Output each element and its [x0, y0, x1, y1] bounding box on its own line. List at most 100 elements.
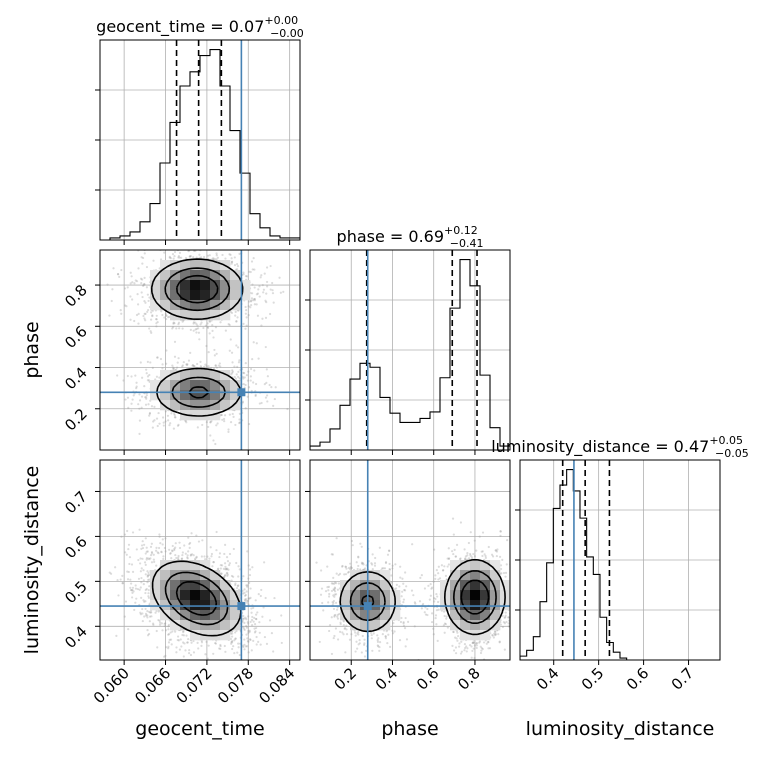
scatter-point: [152, 558, 155, 561]
scatter-point: [173, 340, 177, 343]
scatter-point: [270, 386, 273, 389]
density-cell: [150, 590, 161, 601]
scatter-point: [189, 554, 192, 557]
scatter-point: [186, 247, 188, 249]
scatter-point: [217, 567, 220, 570]
scatter-point: [248, 422, 251, 426]
scatter-point: [272, 650, 275, 653]
scatter-point: [218, 555, 221, 559]
scatter-point: [463, 548, 466, 551]
scatter-point: [150, 561, 154, 564]
scatter-point: [149, 557, 152, 560]
scatter-point: [164, 654, 167, 658]
scatter-point: [141, 557, 144, 560]
scatter-point: [258, 402, 261, 405]
scatter-point: [138, 528, 141, 531]
scatter-point: [180, 557, 183, 561]
scatter-point: [265, 292, 268, 295]
scatter-point: [237, 646, 240, 649]
scatter-point: [226, 560, 230, 563]
scatter-point: [249, 379, 252, 382]
density-cell: [170, 390, 181, 401]
scatter-point: [253, 616, 256, 620]
scatter-point: [167, 628, 170, 631]
scatter-point: [208, 557, 211, 560]
scatter-point: [116, 374, 119, 377]
scatter-point: [152, 623, 155, 626]
density-cell: [240, 290, 251, 301]
scatter-point: [173, 413, 176, 417]
title-plus: +0.00: [264, 14, 298, 27]
scatter-point: [155, 314, 158, 317]
scatter-point: [175, 556, 178, 560]
scatter-point: [142, 314, 145, 318]
scatter-point: [249, 375, 252, 378]
scatter-point: [247, 564, 250, 567]
scatter-point: [255, 613, 258, 616]
scatter-point: [169, 552, 172, 555]
scatter-point: [230, 262, 233, 265]
density-cell: [210, 600, 221, 611]
scatter-point: [141, 376, 144, 379]
scatter-point: [333, 586, 336, 589]
scatter-point: [433, 548, 436, 551]
density-cell: [160, 300, 171, 311]
scatter-point: [126, 529, 129, 533]
scatter-point: [229, 253, 232, 256]
scatter-point: [178, 541, 181, 544]
scatter-point: [129, 588, 133, 592]
scatter-point: [112, 267, 115, 270]
scatter-point: [143, 600, 146, 603]
scatter-point: [169, 257, 172, 260]
density-cell: [230, 610, 241, 621]
density-cell: [180, 580, 191, 591]
scatter-point: [247, 577, 250, 580]
scatter-point: [478, 641, 481, 644]
density-cell: [210, 260, 221, 271]
scatter-point: [127, 628, 130, 631]
scatter-point: [435, 569, 438, 572]
scatter-point: [177, 255, 180, 258]
histogram-phase: [310, 258, 510, 450]
scatter-point: [130, 275, 133, 278]
scatter-point: [434, 574, 437, 577]
scatter-point: [150, 611, 153, 614]
scatter-point: [133, 282, 136, 285]
scatter-point: [331, 553, 334, 556]
scatter-point: [219, 643, 222, 647]
scatter-point: [256, 611, 259, 614]
scatter-point: [195, 327, 198, 331]
scatter-point: [148, 615, 152, 618]
scatter-point: [250, 607, 253, 610]
scatter-point: [162, 557, 165, 561]
scatter-point: [211, 323, 214, 327]
scatter-point: [127, 406, 130, 409]
scatter-point: [109, 572, 113, 575]
scatter-point: [155, 546, 158, 549]
scatter-point: [145, 394, 148, 397]
density-cell: [190, 260, 201, 271]
scatter-point: [202, 326, 205, 330]
scatter-point: [152, 553, 155, 556]
scatter-point: [446, 557, 449, 560]
scatter-point: [188, 649, 191, 652]
scatter-point: [131, 586, 135, 589]
scatter-point: [144, 591, 147, 595]
density-cell: [210, 620, 221, 631]
scatter-point: [249, 587, 252, 590]
scatter-point: [161, 543, 164, 546]
scatter-point: [130, 375, 133, 378]
scatter-point: [504, 616, 507, 619]
scatter-point: [246, 621, 249, 624]
scatter-point: [228, 562, 231, 565]
scatter-point: [165, 317, 168, 321]
scatter-point: [251, 358, 254, 361]
scatter-point: [145, 556, 148, 560]
scatter-point: [137, 558, 140, 562]
scatter-point: [146, 379, 150, 382]
scatter-point: [238, 359, 241, 362]
scatter-point: [117, 594, 120, 597]
scatter-point: [188, 255, 191, 258]
scatter-point: [127, 547, 130, 551]
y-tick-label-luminosity_distance: 0.7: [61, 488, 91, 518]
